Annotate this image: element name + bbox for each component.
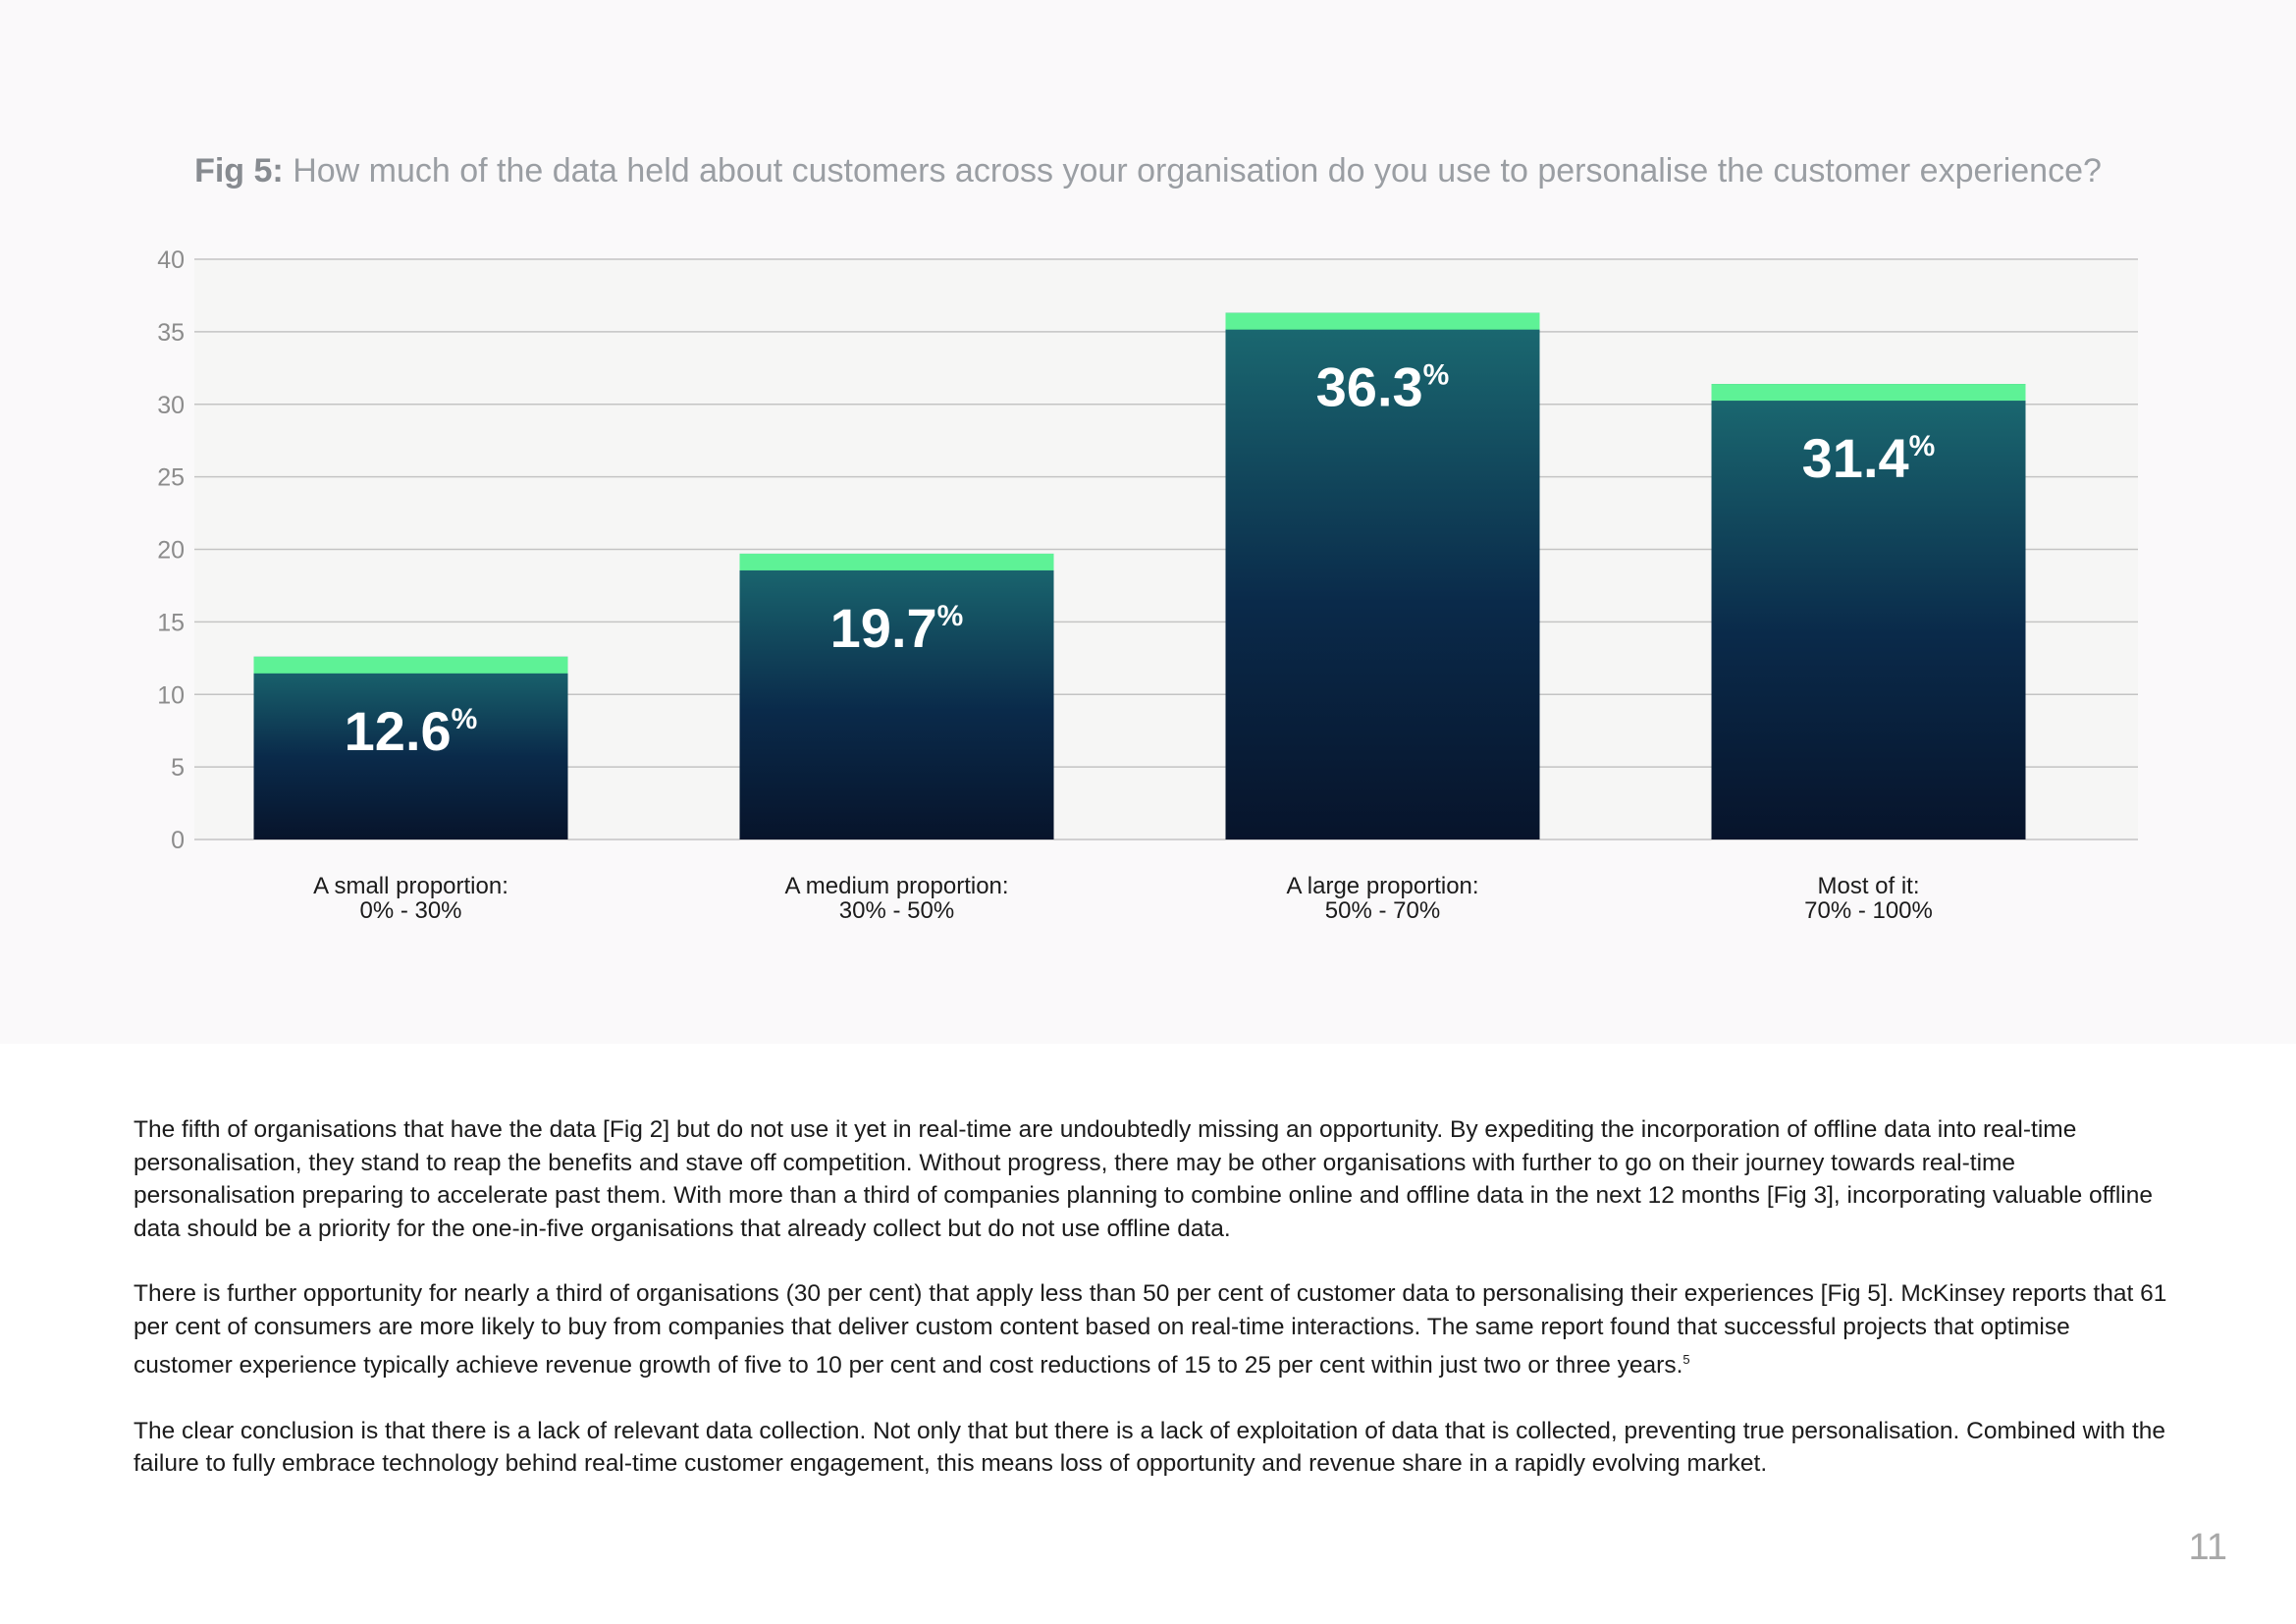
bar-1 [253,656,568,839]
y-tick-label: 20 [157,537,185,565]
category-label-3-line-1: A large proportion: [1286,873,1478,899]
y-tick-label: 15 [157,609,185,636]
figure-question: How much of the data held about customer… [293,152,2102,189]
y-tick-label: 40 [157,246,185,274]
bar-cap-3 [1225,312,1540,330]
category-label-1-line-2: 0% - 30% [359,897,461,924]
data-label-1: 12.6% [345,700,478,762]
page-number: 11 [2188,1527,2227,1568]
bar-3 [1225,312,1540,840]
bar-2 [739,553,1054,839]
category-label-1-line-1: A small proportion: [313,873,508,899]
chart-panel: Fig 5: How much of the data held about c… [0,152,2296,924]
bar-chart: 0 5 10 15 20 25 30 35 40 12.6% A small proportion:… [157,246,2138,924]
bar-cap-2 [739,553,1054,570]
paragraph-1: The fifth of organisations that have the… [133,1116,2153,1242]
data-label-4: 31.4% [1802,427,1936,489]
paragraph-2: There is further opportunity for nearly … [133,1277,2175,1382]
bar-4 [1711,384,2026,839]
category-label-2-line-2: 30% - 50% [839,897,954,924]
category-label-2-line-1: A medium proportion: [784,873,1008,899]
data-label-3: 36.3% [1316,356,1450,418]
category-label-4-line-2: 70% - 100% [1804,897,1933,924]
figure-title: Fig 5: How much of the data held about c… [0,152,2296,190]
y-tick-label: 30 [157,392,185,419]
paragraph-3: The clear conclusion is that there is a … [133,1417,2166,1478]
paragraph-2-text: There is further opportunity for nearly … [133,1280,2167,1380]
bar-cap-1 [253,656,568,674]
figure-label: Fig 5: [194,152,284,189]
y-tick-label: 25 [157,464,185,492]
category-label-4-line-1: Most of it: [1817,873,1919,899]
data-label-2: 19.7% [830,597,964,659]
y-tick-label: 0 [171,827,185,854]
footnote-marker: 5 [1682,1352,1690,1367]
bar-cap-4 [1711,384,2026,402]
y-tick-label: 5 [171,754,185,782]
body-text: The fifth of organisations that have the… [133,1113,2175,1513]
category-label-3-line-2: 50% - 70% [1325,897,1440,924]
y-tick-label: 10 [157,681,185,709]
y-tick-label: 35 [157,319,185,347]
